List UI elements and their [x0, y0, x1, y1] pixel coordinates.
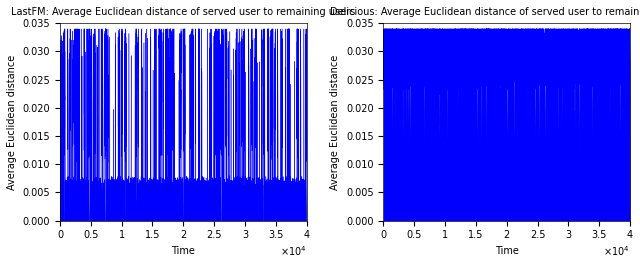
Y-axis label: Average Euclidean distance: Average Euclidean distance	[7, 54, 17, 190]
Y-axis label: Average Euclidean distance: Average Euclidean distance	[330, 54, 340, 190]
Title: LastFM: Average Euclidean distance of served user to remaining users: LastFM: Average Euclidean distance of se…	[11, 7, 355, 17]
X-axis label: Time: Time	[172, 246, 195, 256]
Title: Delicious: Average Euclidean distance of served user to remaining users: Delicious: Average Euclidean distance of…	[330, 7, 640, 17]
X-axis label: Time: Time	[495, 246, 518, 256]
Text: $\times 10^4$: $\times 10^4$	[280, 244, 307, 258]
Text: $\times 10^4$: $\times 10^4$	[604, 244, 630, 258]
